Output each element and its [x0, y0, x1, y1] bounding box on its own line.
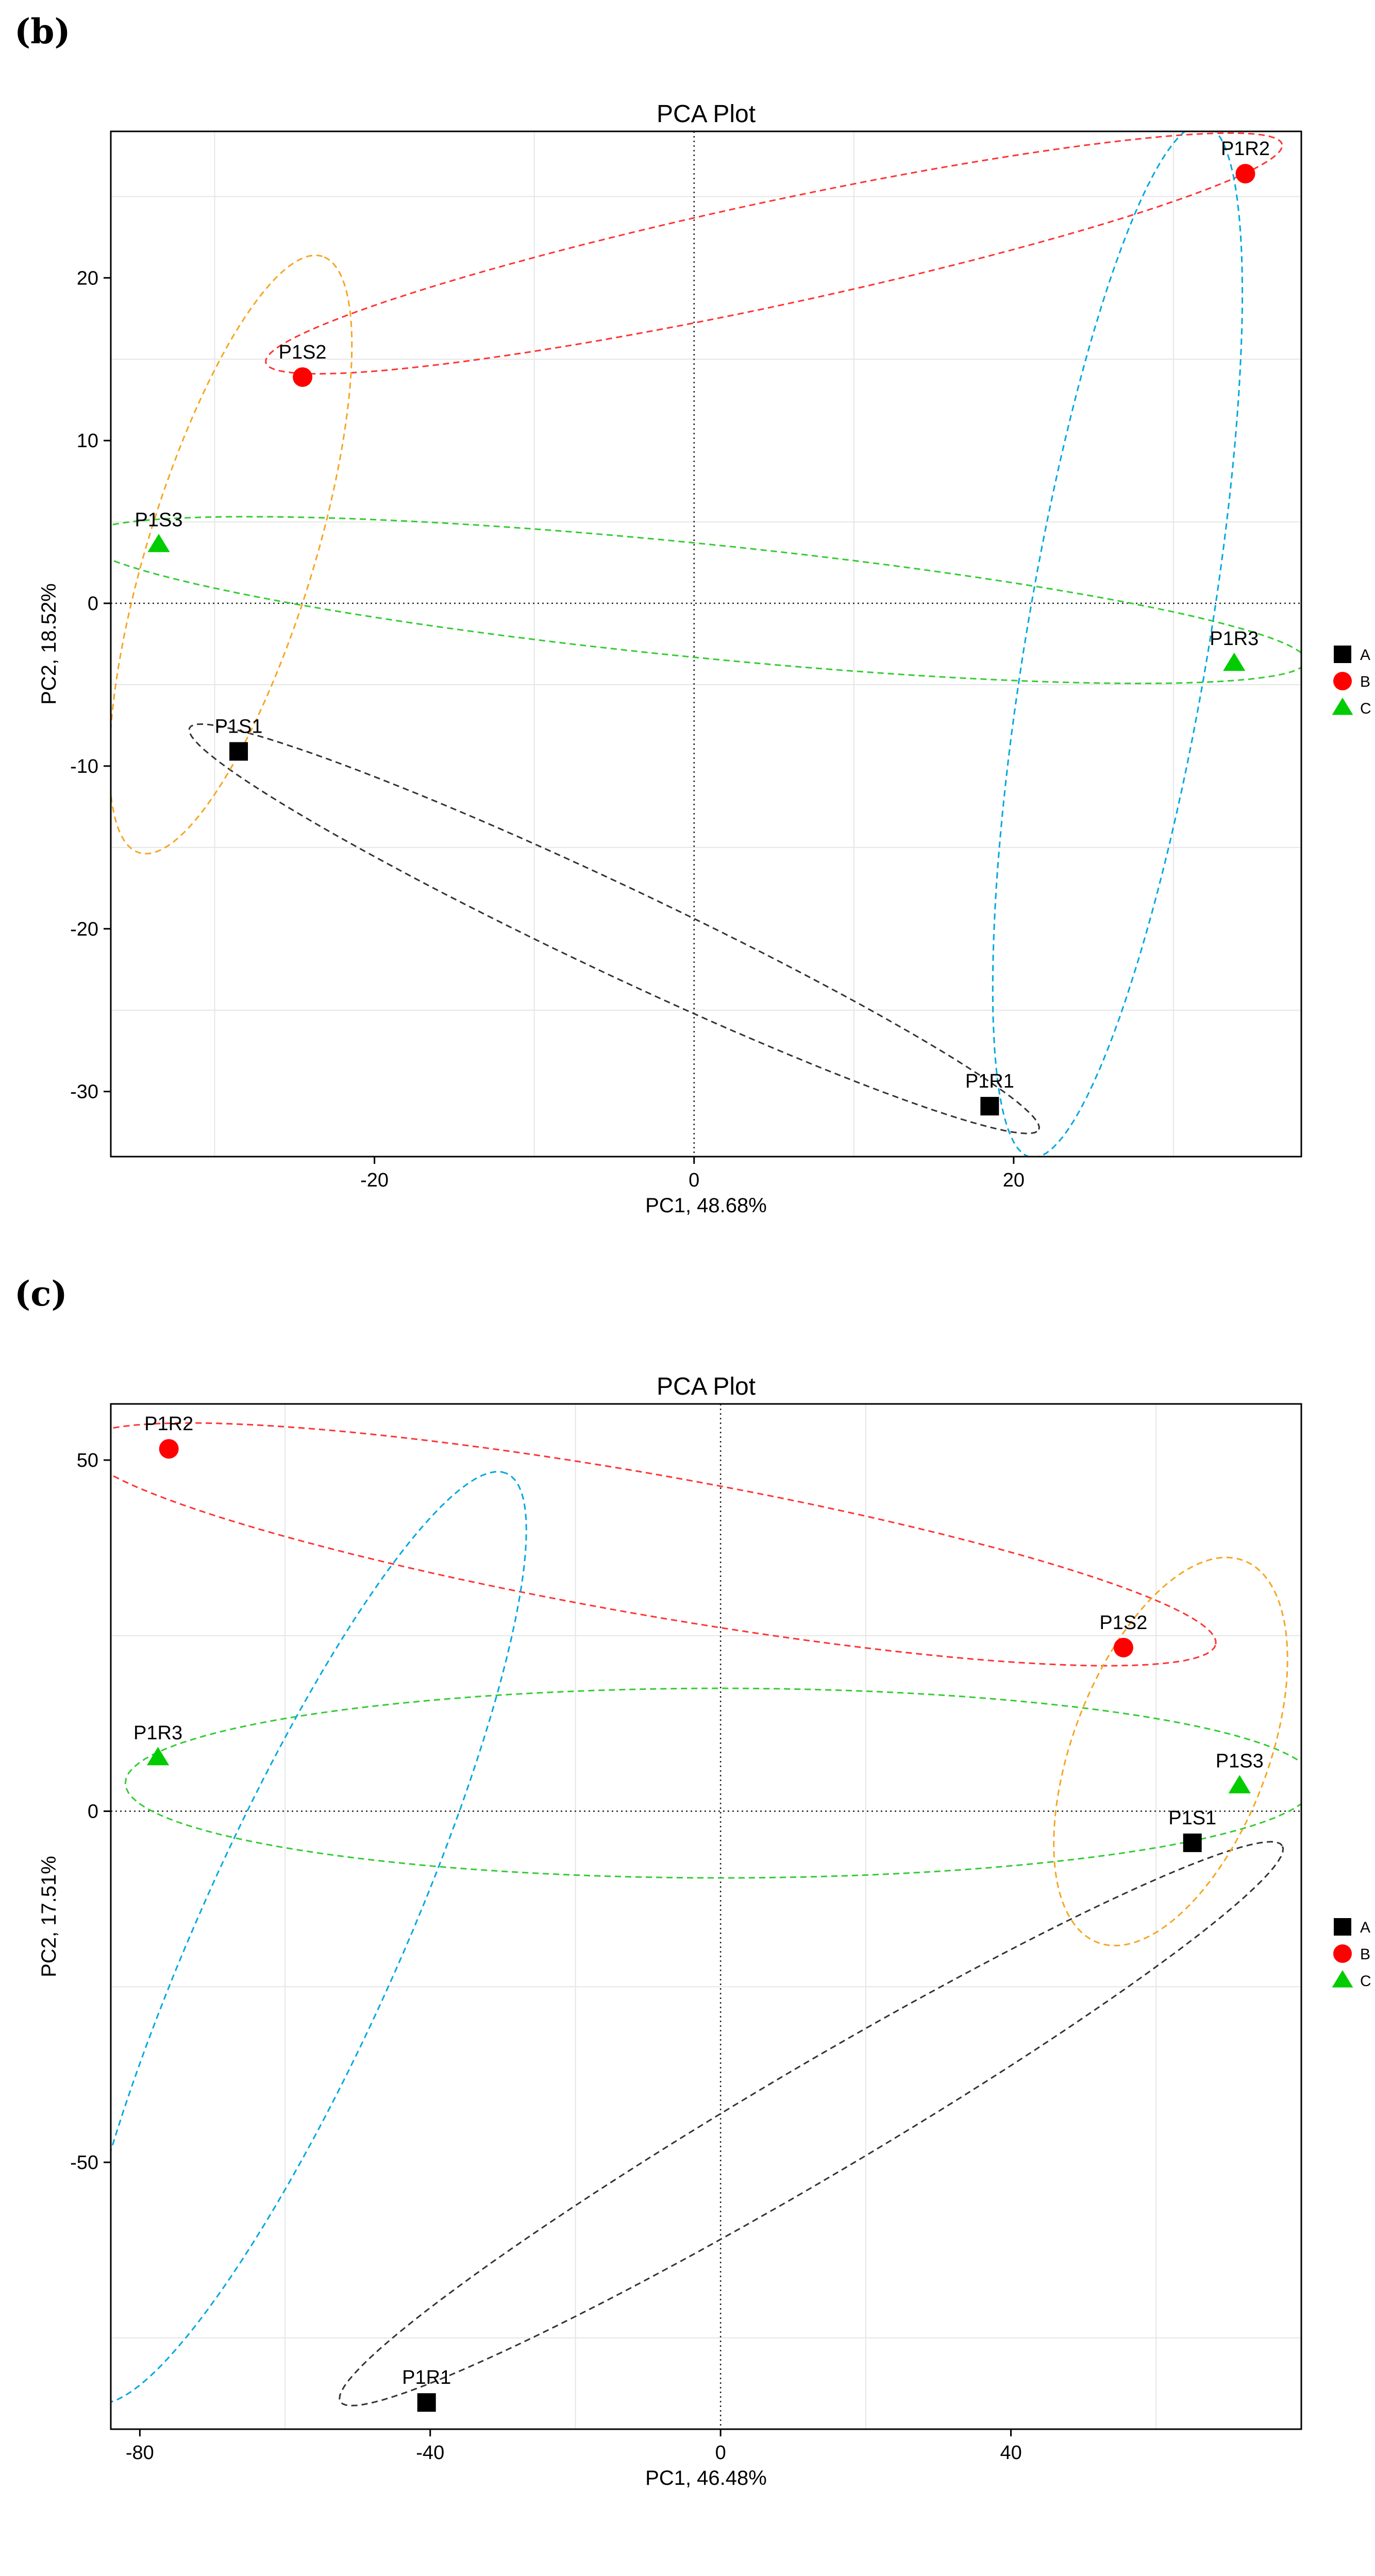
x-tick-label: 40: [1000, 2442, 1021, 2464]
legend-label: C: [1360, 700, 1371, 717]
point-p1r2: [1235, 164, 1255, 184]
x-tick-label: -40: [416, 2442, 444, 2464]
point-label: P1S3: [1216, 1750, 1264, 1772]
point-label: P1S1: [1168, 1807, 1216, 1829]
y-tick-label: -50: [70, 2152, 98, 2174]
confidence-ellipse-1: [111, 1422, 1217, 1667]
legend-marker-c: [1332, 1970, 1353, 1988]
y-tick-label: 0: [88, 1801, 98, 1823]
x-tick-label: 0: [715, 2442, 726, 2464]
plot-frame: [110, 1403, 1302, 2430]
y-tick-label: 0: [88, 593, 98, 615]
x-tick-label: 0: [689, 1170, 699, 1191]
y-tick-label: -20: [70, 919, 98, 940]
x-axis-label: PC1, 46.48%: [645, 2467, 767, 2489]
legend-label: C: [1360, 1973, 1371, 1990]
point-p1s1: [1183, 1833, 1202, 1852]
confidence-ellipse-2: [124, 1687, 1301, 1879]
x-tick-label: -20: [360, 1170, 389, 1191]
x-axis-label: PC1, 48.68%: [645, 1194, 767, 1217]
legend-marker-c: [1332, 697, 1353, 715]
point-label: P1S2: [1099, 1612, 1147, 1634]
point-p1r1: [980, 1097, 999, 1116]
point-label: P1S1: [215, 716, 263, 737]
y-tick-label: -10: [70, 756, 98, 777]
confidence-ellipse-0: [188, 723, 1041, 1134]
legend-label: B: [1360, 1946, 1370, 1963]
confidence-ellipse-2: [111, 516, 1301, 685]
point-label: P1S2: [279, 342, 327, 363]
chart-title: PCA Plot: [657, 100, 756, 128]
point-p1s3: [1228, 1775, 1251, 1793]
point-p1s1: [229, 742, 248, 761]
point-label: P1R3: [133, 1722, 182, 1744]
panel-label-b: (b): [14, 11, 71, 52]
point-p1s3: [147, 534, 170, 552]
legend-marker-a: [1334, 646, 1351, 663]
point-p1s2: [1113, 1637, 1133, 1657]
point-label: P1R2: [1221, 138, 1270, 160]
confidence-ellipse-1: [265, 132, 1283, 375]
confidence-ellipse-4: [992, 131, 1244, 1157]
y-tick-label: 20: [77, 267, 98, 289]
y-axis-label: PC2, 17.51%: [38, 1856, 60, 1977]
plot-frame: [110, 130, 1302, 1158]
point-label: P1R2: [144, 1413, 193, 1435]
y-axis-label: PC2, 18.52%: [38, 583, 60, 705]
legend-marker-a: [1334, 1918, 1351, 1936]
point-label: P1R3: [1210, 628, 1259, 650]
panel-label-c: (c): [14, 1274, 68, 1314]
point-p1r2: [159, 1439, 179, 1459]
x-tick-label: -80: [126, 2442, 154, 2464]
legend-marker-b: [1333, 672, 1352, 690]
point-p1r1: [417, 2393, 436, 2412]
legend-label: A: [1360, 647, 1370, 664]
ellipse-group: [111, 1422, 1301, 2406]
confidence-ellipse-3: [111, 255, 353, 855]
point-p1r3: [146, 1747, 170, 1766]
point-label: P1R1: [965, 1071, 1014, 1092]
legend-label: B: [1360, 673, 1370, 690]
chart-title: PCA Plot: [657, 1373, 756, 1400]
point-p1s2: [293, 367, 313, 387]
legend-marker-b: [1333, 1944, 1352, 1963]
pca-chart-c: PCA Plot -80 -40 0 40 -50 0 50 PC1, 46.48% PC2, 1…: [38, 1373, 1371, 2489]
x-tick-label: 20: [1003, 1170, 1025, 1191]
point-label: P1S3: [135, 509, 183, 531]
legend-label: A: [1360, 1919, 1370, 1936]
y-tick-label: -30: [70, 1081, 98, 1103]
ellipse-group: [111, 131, 1301, 1157]
pca-chart-b: PCA Plot -20 0 20 -30 -20 -10 0 10 20 PC1, 48.68% P…: [38, 100, 1371, 1217]
y-tick-label: 50: [77, 1450, 98, 1471]
confidence-ellipse-4: [111, 1471, 527, 2403]
confidence-ellipse-3: [1053, 1556, 1288, 1946]
confidence-ellipse-0: [339, 1841, 1284, 2406]
point-p1r3: [1223, 652, 1246, 671]
y-tick-label: 10: [77, 430, 98, 452]
point-label: P1R1: [402, 2367, 451, 2388]
